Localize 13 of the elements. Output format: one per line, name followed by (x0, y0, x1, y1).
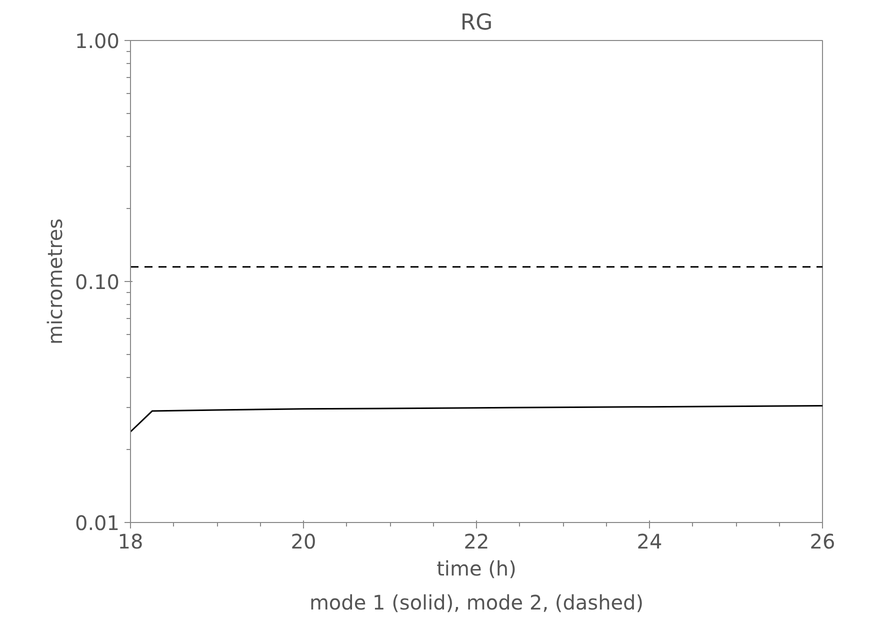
y-axis-title: micrometres (42, 218, 67, 345)
x-tick-label: 18 (118, 530, 144, 554)
y-tick-label: 0.10 (74, 270, 120, 294)
line-series (130, 405, 822, 432)
chart-title: RG (460, 10, 493, 36)
text: mode 1 (solid), mode 2, (dashed) (309, 590, 644, 614)
x-tick-label: 22 (464, 530, 490, 554)
y-tick-label: 0.01 (74, 511, 120, 535)
x-axis-title: time (h) (436, 556, 516, 580)
x-tick-label: 20 (290, 530, 316, 554)
x-tick-label: 26 (810, 530, 836, 554)
x-tick-label: 24 (636, 530, 662, 554)
y-tick-label: 1.00 (74, 29, 120, 53)
